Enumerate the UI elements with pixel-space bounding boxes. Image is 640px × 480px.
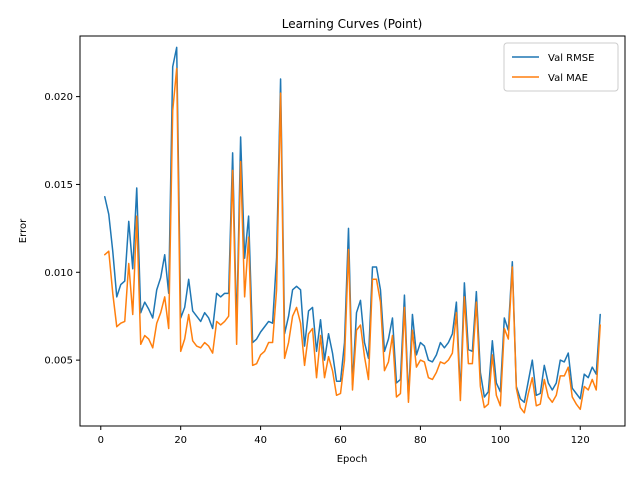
plot-area [104,46,601,414]
x-axis: 0 20 40 60 80 100 120 [98,426,590,446]
legend: Val RMSE Val MAE [503,42,619,92]
x-axis-label: Epoch [337,454,368,465]
y-axis: 0.005 0.010 0.015 0.020 [44,92,80,367]
x-tick-label: 60 [334,435,347,446]
x-tick-label: 100 [491,435,510,446]
x-tick-label: 20 [174,435,187,446]
series-line-val-mae [104,67,601,414]
legend-box [503,42,619,92]
legend-label-val-mae: Val MAE [548,73,588,84]
y-tick-label: 0.020 [44,92,73,103]
legend-label-val-rmse: Val RMSE [548,53,594,64]
x-tick-label: 120 [571,435,590,446]
chart-title: Learning Curves (Point) [282,17,423,31]
y-tick-label: 0.005 [44,356,73,367]
plot-frame [79,35,626,427]
y-tick-label: 0.010 [44,268,73,279]
y-tick-label: 0.015 [44,180,73,191]
x-tick-label: 0 [98,435,104,446]
x-tick-label: 80 [414,435,427,446]
x-tick-label: 40 [254,435,267,446]
y-axis-label: Error [18,218,29,243]
